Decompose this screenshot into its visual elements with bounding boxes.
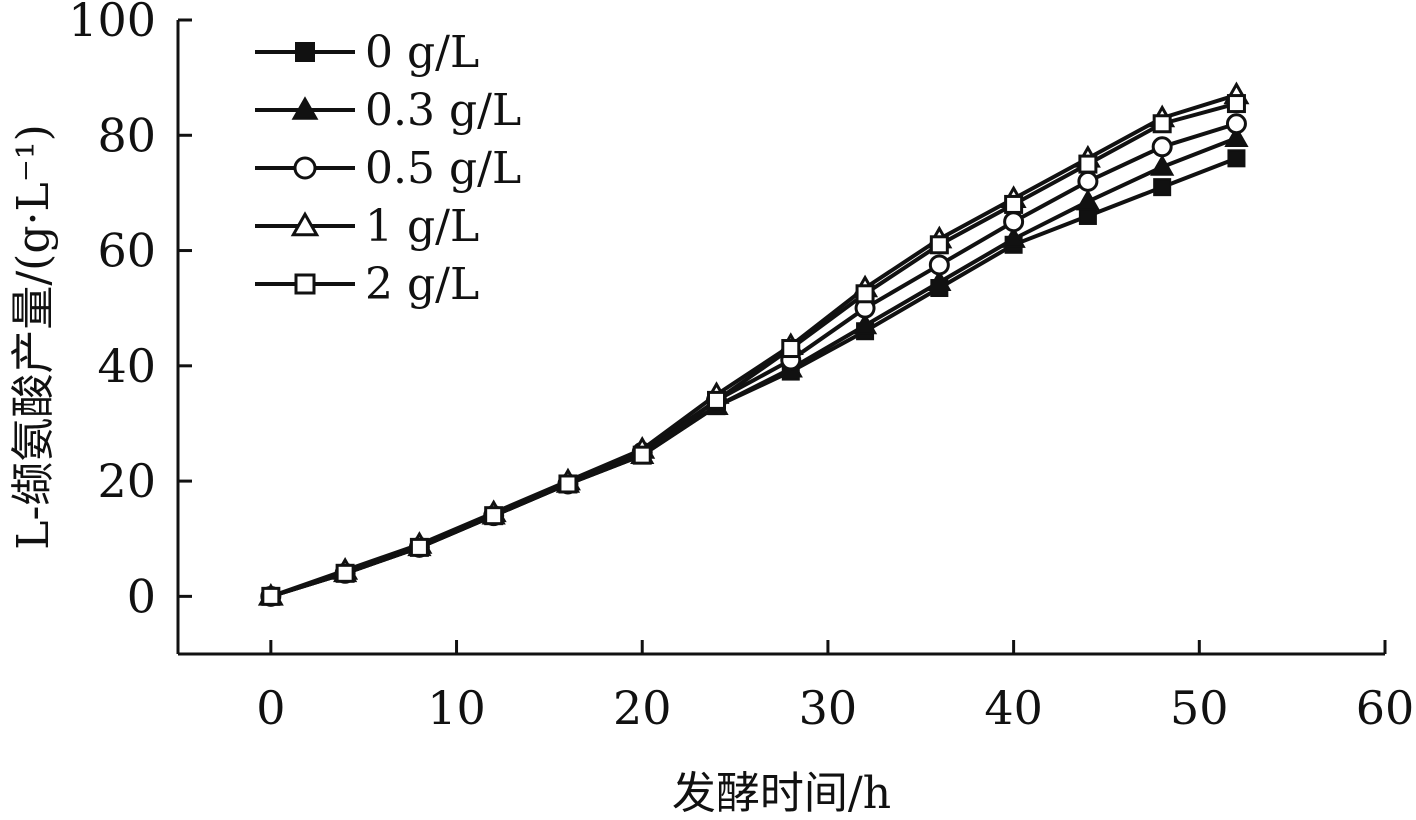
data-point xyxy=(1077,170,1099,192)
legend-entry: 1 g/L xyxy=(255,201,479,252)
series-line xyxy=(270,101,1237,599)
data-point xyxy=(261,586,281,606)
y-tick-label: 100 xyxy=(68,0,156,47)
data-point xyxy=(1152,114,1172,134)
legend-entry: 0.3 g/L xyxy=(255,85,521,136)
y-tick-label: 20 xyxy=(97,454,156,508)
data-point xyxy=(1226,94,1246,114)
data-point xyxy=(484,506,504,526)
data-point xyxy=(1227,149,1246,168)
data-point xyxy=(1225,113,1247,135)
data-point xyxy=(1151,136,1173,158)
data-point xyxy=(1224,125,1249,147)
legend-entry: 0 g/L xyxy=(255,27,479,78)
y-tick-label: 80 xyxy=(97,108,156,162)
x-tick-label: 50 xyxy=(1170,681,1229,735)
legend-label: 1 g/L xyxy=(365,201,479,252)
axes: 0 20 40 60 80 100 0 10 20 30 40 50 60 xyxy=(68,0,1414,735)
y-tick-label: 60 xyxy=(97,224,156,278)
legend-marker xyxy=(290,211,320,237)
x-tick-label: 10 xyxy=(427,681,486,735)
data-point xyxy=(632,445,652,465)
legend-label: 0.3 g/L xyxy=(365,85,521,136)
data-point xyxy=(1150,154,1175,176)
data-point xyxy=(1078,206,1097,225)
x-tick-label: 40 xyxy=(984,681,1043,735)
data-point xyxy=(335,563,355,583)
data-point xyxy=(927,269,952,292)
y-axis-title: L-缬氨酸产量/(g·L⁻¹) xyxy=(8,124,59,549)
legend-marker xyxy=(294,273,316,295)
data-point xyxy=(928,254,950,276)
data-point xyxy=(929,235,949,255)
data-point xyxy=(852,313,878,335)
data-point xyxy=(1153,178,1172,197)
data-point xyxy=(558,474,578,494)
y-tick-label: 40 xyxy=(97,339,156,393)
legend-marker xyxy=(295,42,315,62)
series-line xyxy=(270,121,1238,599)
x-axis-title: 发酵时间/h xyxy=(672,768,891,819)
series-5 xyxy=(261,94,1246,606)
data-point xyxy=(1003,211,1025,233)
x-tick-label: 0 xyxy=(256,681,285,735)
series-2 xyxy=(258,125,1249,606)
data-point xyxy=(1001,226,1026,248)
data-point xyxy=(409,537,429,557)
legend-entry: 2 g/L xyxy=(255,259,479,310)
legend: 0 g/L 0.3 g/L 0.5 g/L 1 g/L 2 g/L xyxy=(255,27,521,310)
data-point xyxy=(707,390,727,410)
series-line xyxy=(270,93,1238,599)
x-tick-label: 30 xyxy=(799,681,858,735)
series-layer xyxy=(257,81,1250,607)
legend-label: 2 g/L xyxy=(365,259,479,310)
legend-label: 0.5 g/L xyxy=(365,143,521,194)
y-tick-label: 0 xyxy=(127,569,156,623)
legend-entry: 0.5 g/L xyxy=(255,143,521,194)
data-point xyxy=(781,339,801,359)
data-point xyxy=(1004,194,1024,214)
data-point xyxy=(1078,154,1098,174)
legend-marker xyxy=(291,96,319,120)
legend-marker xyxy=(293,156,317,180)
data-point xyxy=(855,284,875,304)
x-tick-label: 20 xyxy=(613,681,672,735)
legend-label: 0 g/L xyxy=(365,27,479,78)
data-point xyxy=(1075,189,1101,211)
x-tick-label: 60 xyxy=(1356,681,1415,735)
